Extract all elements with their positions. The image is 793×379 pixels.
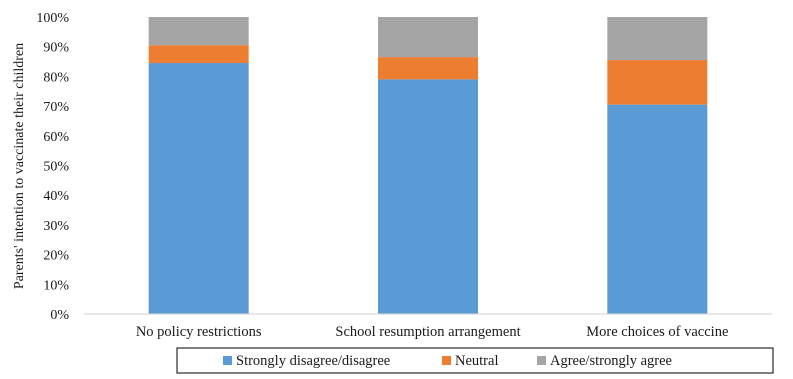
- y-axis-title-group: Parents' intention to vaccinate their ch…: [12, 43, 27, 289]
- x-category-label: More choices of vaccine: [586, 324, 728, 340]
- x-axis-labels: No policy restrictions School resumption …: [136, 324, 729, 340]
- y-tick-label: 10%: [43, 278, 69, 293]
- x-category-label: No policy restrictions: [136, 324, 262, 340]
- legend-label: Agree/strongly agree: [550, 353, 672, 369]
- y-tick-label: 70%: [43, 100, 69, 115]
- y-tick-label: 100%: [36, 11, 69, 26]
- bars: [148, 17, 708, 315]
- bar-segment-neutral: [148, 45, 249, 64]
- legend: Strongly disagree/disagree Neutral Agree/s…: [176, 347, 774, 374]
- y-tick-label: 50%: [43, 160, 69, 175]
- bar-segment-disagree: [148, 63, 249, 314]
- y-tick-label: 80%: [43, 70, 69, 85]
- legend-label: Strongly disagree/disagree: [236, 353, 390, 369]
- legend-swatch: [223, 356, 232, 365]
- y-tick-label: 60%: [43, 130, 69, 145]
- legend-swatch: [442, 356, 451, 365]
- legend-label: Neutral: [455, 353, 498, 369]
- bar-segment-neutral: [607, 60, 708, 105]
- bar-segment-neutral: [378, 57, 478, 80]
- y-tick-label: 0%: [50, 308, 69, 323]
- y-tick-label: 90%: [43, 41, 69, 56]
- y-axis-ticks: 0% 10% 20% 30% 40% 50% 60% 70% 80% 90% 100%: [36, 11, 69, 323]
- y-tick-label: 40%: [43, 189, 69, 204]
- bar-segment-disagree: [607, 104, 708, 315]
- legend-frame: [176, 347, 774, 374]
- y-axis-title: Parents' intention to vaccinate their ch…: [12, 43, 27, 289]
- y-tick-label: 20%: [43, 249, 69, 264]
- legend-swatch: [537, 356, 546, 365]
- bar-segment-agree: [378, 17, 478, 58]
- bar-segment-agree: [607, 17, 708, 61]
- x-category-label: School resumption arrangement: [335, 324, 520, 340]
- bar-segment-agree: [148, 17, 249, 46]
- y-tick-label: 30%: [43, 219, 69, 234]
- bar-segment-disagree: [378, 79, 478, 315]
